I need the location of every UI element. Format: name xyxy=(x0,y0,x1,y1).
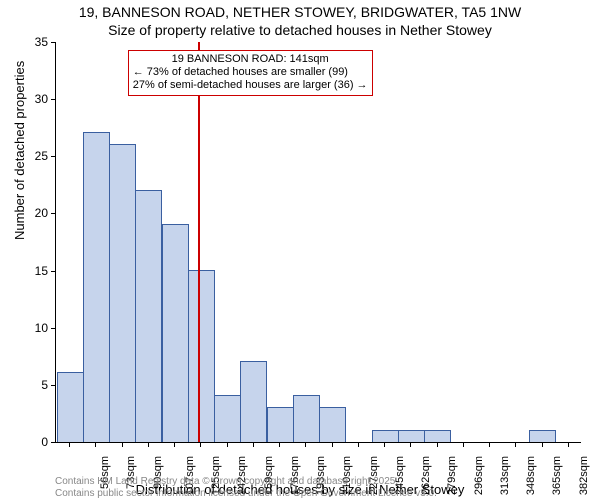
xtick xyxy=(384,442,385,447)
ytick xyxy=(51,271,56,272)
bar xyxy=(398,430,425,442)
marker-line xyxy=(198,42,200,442)
bar xyxy=(109,144,136,442)
bar xyxy=(57,372,84,442)
xtick xyxy=(542,442,543,447)
title-line1: 19, BANNESON ROAD, NETHER STOWEY, BRIDGW… xyxy=(0,4,600,20)
ytick xyxy=(51,385,56,386)
bar xyxy=(240,361,267,442)
ytick-label: 20 xyxy=(18,206,48,220)
bar xyxy=(214,395,241,442)
xtick xyxy=(148,442,149,447)
annotation-line1: 19 BANNESON ROAD: 141sqm xyxy=(133,53,368,66)
xtick xyxy=(489,442,490,447)
bar xyxy=(293,395,320,442)
plot-area: 19 BANNESON ROAD: 141sqm← 73% of detache… xyxy=(55,42,581,443)
annotation-line2: ← 73% of detached houses are smaller (99… xyxy=(133,66,368,79)
footer-line2: Contains public sector information licen… xyxy=(55,488,580,499)
ytick-label: 0 xyxy=(18,435,48,449)
xtick xyxy=(463,442,464,447)
annotation-line3: 27% of semi-detached houses are larger (… xyxy=(133,79,368,92)
xtick xyxy=(515,442,516,447)
xtick xyxy=(410,442,411,447)
bar xyxy=(135,190,162,442)
bar xyxy=(83,132,110,442)
xtick xyxy=(122,442,123,447)
bar xyxy=(267,407,294,442)
xtick xyxy=(253,442,254,447)
xtick xyxy=(69,442,70,447)
footer-line1: Contains HM Land Registry data © Crown c… xyxy=(55,476,580,487)
ytick-label: 25 xyxy=(18,149,48,163)
xtick xyxy=(332,442,333,447)
ytick xyxy=(51,99,56,100)
xtick xyxy=(200,442,201,447)
bar xyxy=(424,430,451,442)
ytick-label: 10 xyxy=(18,321,48,335)
title-line2: Size of property relative to detached ho… xyxy=(0,22,600,38)
xtick xyxy=(358,442,359,447)
bar xyxy=(372,430,399,442)
chart-container: 19, BANNESON ROAD, NETHER STOWEY, BRIDGW… xyxy=(0,0,600,500)
xtick xyxy=(305,442,306,447)
xtick xyxy=(279,442,280,447)
ytick-label: 35 xyxy=(18,35,48,49)
bar xyxy=(529,430,556,442)
xtick xyxy=(95,442,96,447)
ytick-label: 5 xyxy=(18,378,48,392)
bar xyxy=(188,270,215,442)
bar xyxy=(162,224,189,442)
ytick xyxy=(51,442,56,443)
bar xyxy=(319,407,346,442)
ytick-label: 30 xyxy=(18,92,48,106)
xtick xyxy=(437,442,438,447)
ytick xyxy=(51,42,56,43)
ytick xyxy=(51,213,56,214)
annotation-box: 19 BANNESON ROAD: 141sqm← 73% of detache… xyxy=(128,50,373,96)
xtick xyxy=(174,442,175,447)
ytick-label: 15 xyxy=(18,264,48,278)
xtick xyxy=(568,442,569,447)
ytick xyxy=(51,156,56,157)
ytick xyxy=(51,328,56,329)
xtick xyxy=(227,442,228,447)
